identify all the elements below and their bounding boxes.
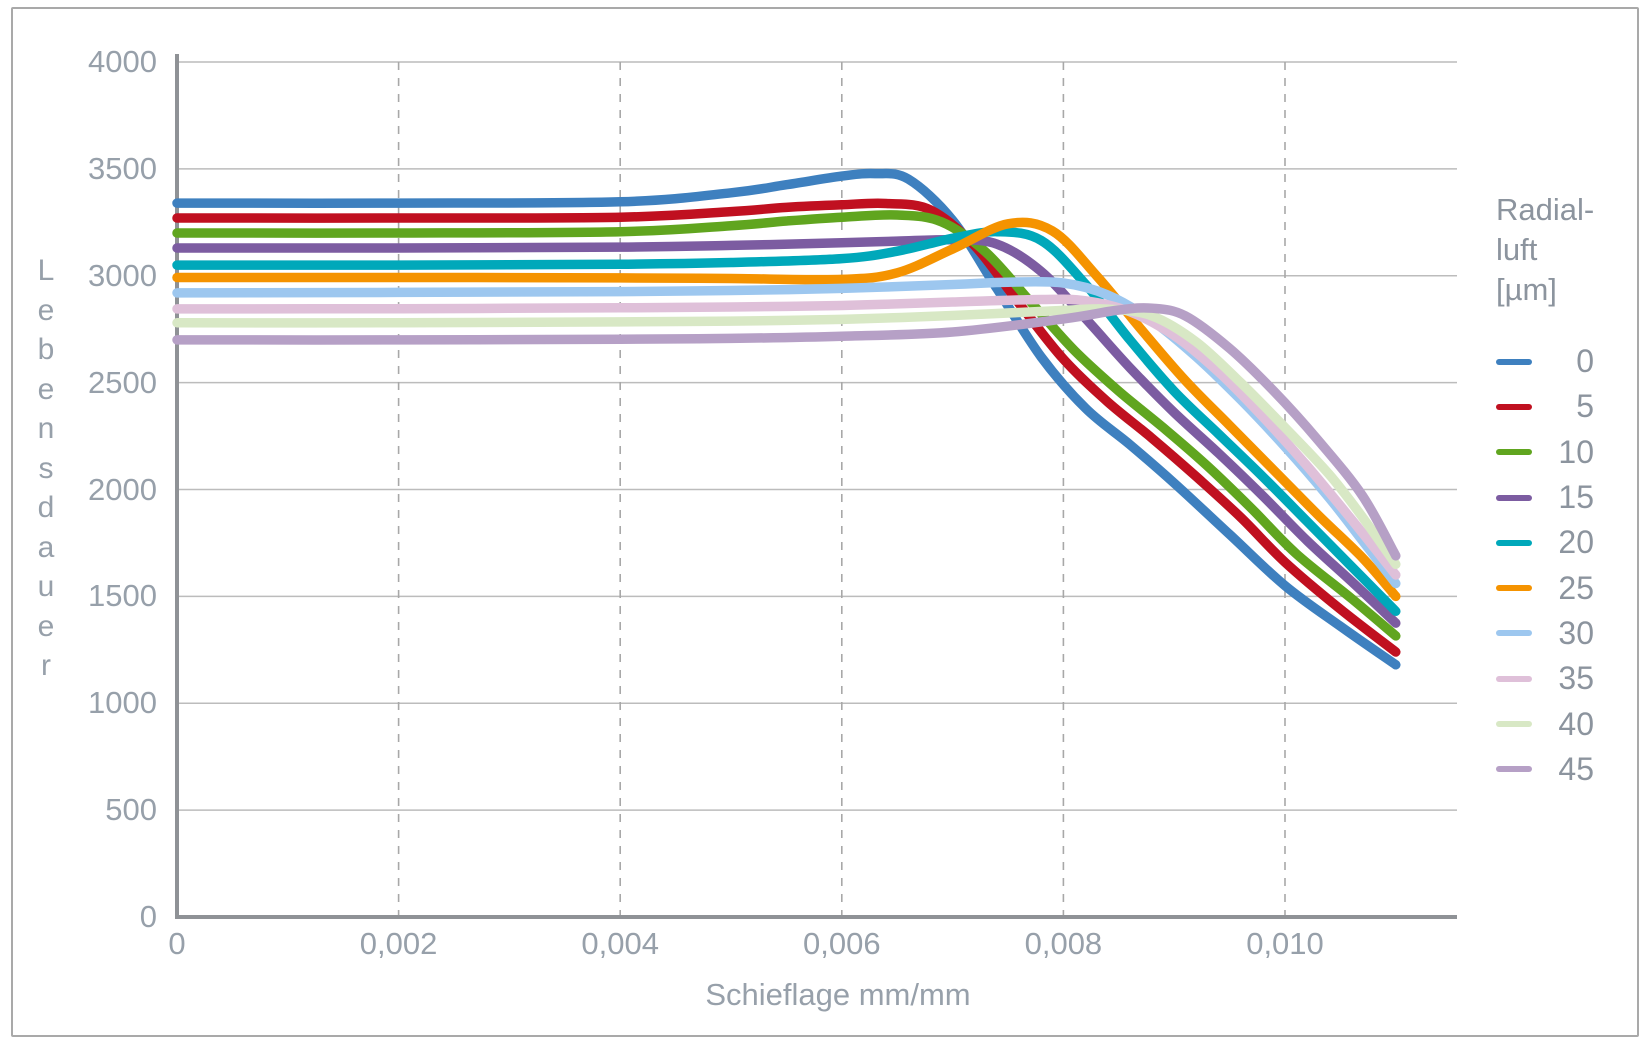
legend-item-0: 0 [1496, 339, 1594, 384]
legend-item-10: 10 [1496, 430, 1594, 475]
y-axis-title-letter: e [37, 609, 55, 643]
y-tick-label: 4000 [88, 44, 157, 79]
legend-swatch-40 [1496, 721, 1532, 728]
legend-swatch-15 [1496, 494, 1532, 501]
y-axis-title-letter: u [37, 570, 55, 603]
y-tick-label: 3000 [88, 257, 157, 293]
y-axis-title-letter: e [37, 293, 55, 327]
legend-item-label: 20 [1558, 524, 1594, 561]
series-line-15 [172, 234, 1401, 628]
y-tick-label: 0 [139, 899, 157, 934]
legend-item-label: 40 [1558, 705, 1594, 742]
legend-item-label: 0 [1576, 343, 1594, 380]
legend-item-15: 15 [1496, 475, 1594, 520]
legend-item-5: 5 [1496, 384, 1594, 429]
series-line-40 [172, 304, 1401, 570]
legend-item-45: 45 [1496, 747, 1594, 792]
legend-item-label: 35 [1558, 660, 1594, 697]
series-line-10 [172, 210, 1401, 641]
y-tick-label: 3500 [88, 150, 157, 186]
x-tick-label: 0,006 [803, 926, 881, 961]
legend-item-30: 30 [1496, 611, 1594, 656]
x-tick-label: 0,008 [1024, 926, 1103, 961]
legend-swatch-25 [1496, 585, 1532, 592]
legend-swatch-35 [1496, 675, 1532, 682]
legend-title-line: [µm] [1496, 272, 1557, 307]
y-axis-title-letter: r [41, 649, 51, 682]
legend-title-line: Radial- [1496, 192, 1595, 227]
legend-item-label: 5 [1576, 388, 1594, 425]
legend-item-label: 45 [1558, 750, 1594, 787]
legend-item-label: 15 [1558, 479, 1594, 516]
legend-swatch-10 [1496, 449, 1532, 456]
y-axis-title-letter: L [37, 254, 55, 287]
legend: Radial- luft [µm] 0 5 10 15 20 25 30 35 40 45 [1496, 190, 1614, 787]
legend-item-label: 30 [1558, 614, 1594, 651]
y-tick-label: 500 [105, 792, 157, 828]
series-line-35 [172, 294, 1401, 580]
series-line-25 [172, 217, 1401, 602]
x-tick-label: 0,002 [359, 926, 438, 961]
legend-swatch-45 [1496, 766, 1532, 773]
y-axis-title-letter: n [37, 412, 55, 445]
series-line-45 [172, 303, 1401, 561]
legend-item-label: 10 [1558, 433, 1594, 470]
y-tick-label: 2000 [88, 471, 157, 507]
legend-item-label: 25 [1558, 569, 1594, 606]
legend-swatch-0 [1496, 358, 1532, 365]
y-axis-title-letter: d [37, 491, 55, 524]
legend-title-line: luft [1496, 232, 1538, 267]
x-tick-label: 0 [168, 926, 186, 961]
x-tick-label: 0,004 [581, 926, 659, 961]
y-tick-label: 1500 [88, 578, 157, 614]
legend-item-35: 35 [1496, 656, 1594, 701]
legend-title: Radial- luft [µm] [1496, 190, 1614, 310]
legend-swatch-30 [1496, 630, 1532, 637]
y-tick-label: 1000 [88, 685, 157, 721]
legend-item-list: 0 5 10 15 20 25 30 35 40 45 [1496, 339, 1594, 792]
x-tick-label: 0,010 [1246, 926, 1324, 961]
y-axis-title-letter: s [38, 451, 54, 485]
legend-item-25: 25 [1496, 565, 1594, 610]
legend-item-40: 40 [1496, 701, 1594, 746]
y-axis-title-letter: e [37, 372, 55, 406]
y-axis-title-letter: a [37, 530, 55, 564]
y-tick-label: 2500 [88, 364, 157, 400]
legend-swatch-20 [1496, 539, 1532, 546]
y-axis-title-letter: b [37, 333, 55, 366]
legend-item-20: 20 [1496, 520, 1594, 565]
x-axis-title: Schieflage mm/mm [705, 977, 971, 1012]
legend-swatch-5 [1496, 403, 1532, 410]
